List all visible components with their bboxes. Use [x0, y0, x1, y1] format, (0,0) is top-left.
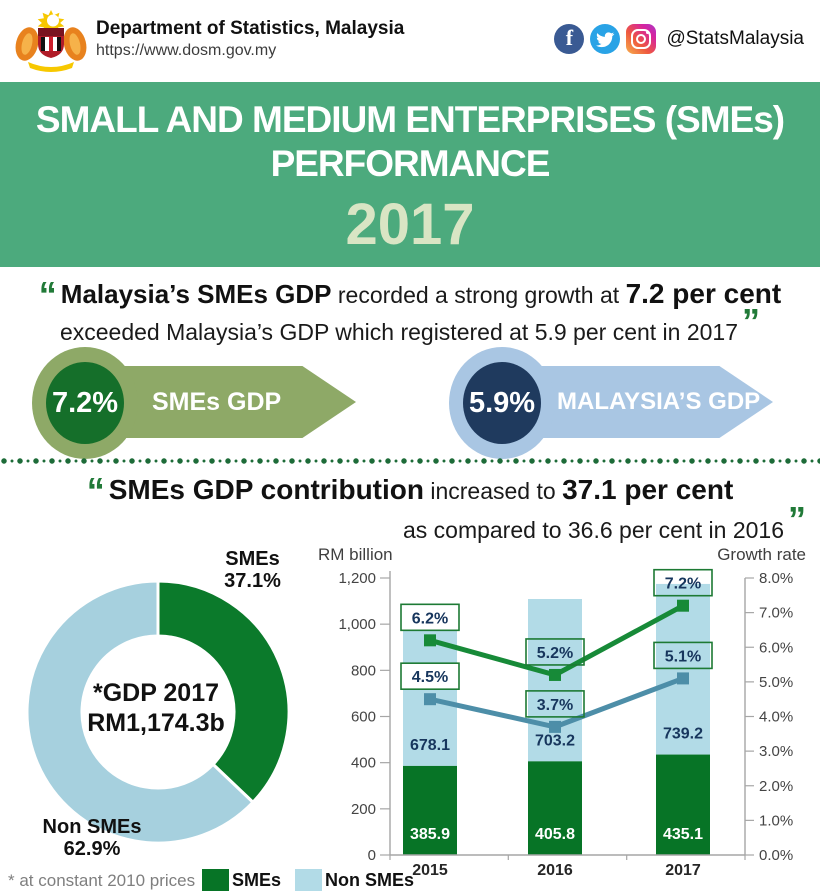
- line-label-box: [400, 662, 460, 690]
- right-axis-title: Growth rate: [717, 545, 806, 564]
- open-quote-icon: “: [38, 274, 57, 315]
- bar-2016-smes: [528, 761, 582, 855]
- gdp-bar-line-chart: 385.9 678.1 405.8 703.2 435.1 739.2 0 200 400 600…: [338, 568, 793, 879]
- right-tick-label: 4.0%: [759, 709, 793, 726]
- header: Department of Statistics, Malaysia https…: [0, 0, 820, 82]
- donut-slice-smes: [156, 579, 291, 804]
- quote1-line1: “Malaysia’s SMEs GDP recorded a strong g…: [38, 274, 782, 315]
- line-marker-smes-2015: [424, 634, 436, 647]
- line-label-smes-2016: 5.2%: [537, 645, 573, 662]
- bar-label-2017-smes: 435.1: [663, 826, 703, 843]
- bar-2015-smes: [403, 765, 457, 855]
- x-axis-label-2017: 2017: [665, 862, 701, 879]
- left-tick-label: 1,000: [338, 616, 376, 633]
- open-quote-icon: “: [86, 470, 105, 511]
- quote1-line2: exceeded Malaysia’s GDP which registered…: [59, 301, 761, 346]
- bar-label-2017-nonsmes: 739.2: [663, 726, 703, 743]
- right-tick-label: 2.0%: [759, 778, 793, 795]
- instagram-icon[interactable]: [626, 24, 657, 54]
- x-axis-label-2016: 2016: [537, 862, 573, 879]
- chart-legend: SMEs Non SMEs: [202, 869, 428, 891]
- dotted-divider: [0, 455, 820, 467]
- title-banner: SMALL AND MEDIUM ENTERPRISES (SMEs) PERF…: [0, 82, 820, 267]
- right-tick-label: 7.0%: [759, 605, 793, 622]
- left-tick-label: 0: [368, 847, 376, 864]
- close-quote-icon: ”: [742, 301, 761, 342]
- line-label-box: [525, 690, 585, 718]
- right-tick-label: 8.0%: [759, 570, 793, 587]
- quote2-line2: as compared to 36.6 per cent in 2016”: [402, 498, 806, 543]
- social-links: f @StatsMalaysia: [554, 24, 804, 54]
- line-marker-malaysia-2015: [424, 693, 436, 706]
- line-marker-smes-2017: [677, 599, 689, 612]
- smes-gdp-badge-circle: 7.2%: [32, 347, 138, 459]
- line-label-box: [400, 603, 460, 632]
- social-handle: @StatsMalaysia: [666, 28, 804, 49]
- bar-label-2015-smes: 385.9: [410, 826, 450, 843]
- banner-title-line2: PERFORMANCE: [270, 143, 551, 184]
- bar-label-2016-smes: 405.8: [535, 826, 575, 843]
- quote2-line1: “SMEs GDP contribution increased to 37.1…: [86, 470, 734, 511]
- left-tick-label: 800: [351, 662, 376, 679]
- donut-slice-non-smes: [25, 579, 255, 845]
- quote-smes-contribution: “SMEs GDP contribution increased to 37.1…: [0, 468, 820, 546]
- line-marker-malaysia-2017: [677, 672, 689, 685]
- left-axis-title: RM billion: [318, 545, 393, 564]
- donut-callout-smes: SMEs 37.1%: [224, 548, 281, 592]
- line-label-box: [525, 638, 585, 666]
- donut-center-label: *GDP 2017 RM1,174.3b: [87, 679, 225, 737]
- line-marker-malaysia-2016: [549, 720, 561, 733]
- twitter-icon[interactable]: [590, 24, 621, 54]
- bar-label-2016-nonsmes: 703.2: [535, 732, 575, 749]
- bar-2017-nonsmes: [656, 583, 710, 755]
- right-tick-label: 6.0%: [759, 639, 793, 656]
- org-title: Department of Statistics, Malaysia: [96, 18, 405, 39]
- line-label-box: [653, 568, 713, 597]
- line-label-smes-2015: 6.2%: [412, 610, 448, 627]
- footnote: * at constant 2010 prices: [8, 871, 196, 890]
- donut-callout-nonsmes: Non SMEs 62.9%: [42, 816, 142, 860]
- malaysia-gdp-badge-circle: 5.9%: [449, 347, 555, 459]
- left-tick-label: 1,200: [338, 570, 376, 587]
- right-tick-label: 0.0%: [759, 847, 793, 864]
- legend-label-nonsmes: Non SMEs: [325, 869, 415, 890]
- line-label-malaysia-2016: 3.7%: [537, 697, 573, 714]
- banner-year: 2017: [345, 192, 475, 257]
- line-marker-smes-2016: [549, 668, 561, 681]
- smes-gdp-badge-value: 7.2%: [46, 362, 124, 444]
- legend-swatch-nonsmes: [295, 869, 323, 891]
- line-label-box: [653, 641, 713, 670]
- gdp-share-donut-chart: [25, 579, 291, 845]
- bar-2017-smes: [656, 754, 710, 855]
- right-tick-label: 1.0%: [759, 812, 793, 829]
- line-label-malaysia-2015: 4.5%: [412, 669, 448, 686]
- legend-label-smes: SMEs: [232, 869, 282, 890]
- bar-label-2015-nonsmes: 678.1: [410, 737, 450, 754]
- right-tick-label: 3.0%: [759, 743, 793, 760]
- line-label-malaysia-2017: 5.1%: [665, 648, 701, 665]
- left-tick-label: 600: [351, 709, 376, 726]
- line-label-smes-2017: 7.2%: [665, 576, 701, 593]
- org-url[interactable]: https://www.dosm.gov.my: [96, 42, 277, 59]
- legend-swatch-smes: [202, 869, 229, 891]
- malaysia-gdp-badge-value: 5.9%: [463, 362, 541, 444]
- right-tick-label: 5.0%: [759, 674, 793, 691]
- banner-title-line1: SMALL AND MEDIUM ENTERPRISES (SMEs): [35, 99, 785, 140]
- malaysia-gdp-arrow-label: MALAYSIA’S GDP: [557, 388, 761, 415]
- smes-gdp-arrow-label: SMEs GDP: [152, 388, 282, 416]
- left-tick-label: 200: [351, 801, 376, 818]
- close-quote-icon: ”: [788, 498, 806, 540]
- x-axis-label-2015: 2015: [412, 862, 448, 879]
- left-tick-label: 400: [351, 755, 376, 772]
- malaysia-coat-of-arms-logo: [15, 10, 87, 72]
- facebook-icon[interactable]: f: [554, 24, 585, 54]
- quote-smes-gdp-growth: “Malaysia’s SMEs GDP recorded a strong g…: [0, 272, 820, 347]
